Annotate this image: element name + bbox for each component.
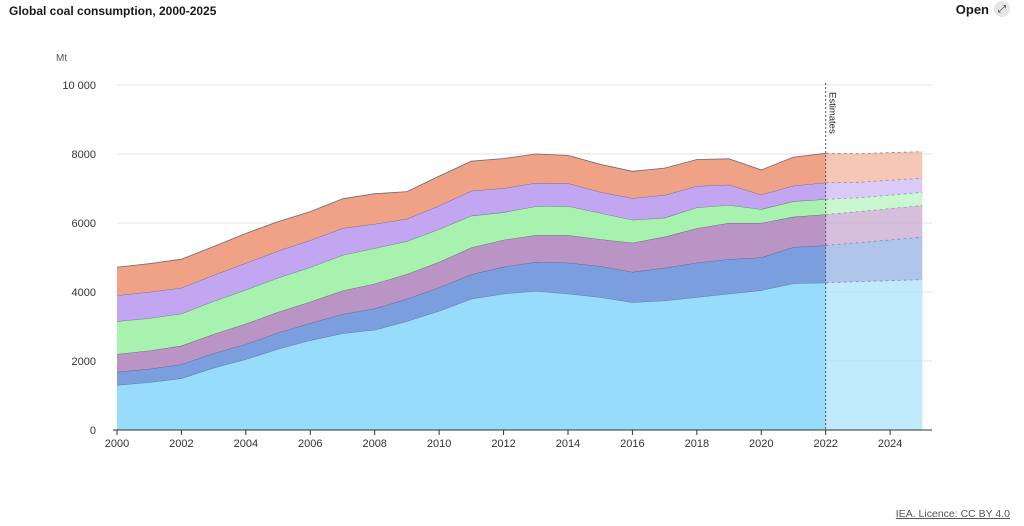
area-series-3 [117, 214, 826, 372]
x-tick-label: 2018 [685, 438, 709, 450]
area-series-1-estimate [825, 279, 923, 430]
x-tick-label: 2002 [169, 438, 193, 450]
y-tick-label: 8000 [72, 149, 96, 161]
x-tick-label: 2006 [298, 438, 322, 450]
area-series-2 [117, 245, 826, 386]
y-tick-label: 2000 [72, 356, 96, 368]
y-tick-label: 10 000 [62, 80, 96, 92]
y-axis-unit: Mt [56, 53, 67, 64]
area-series-4 [117, 199, 826, 355]
open-label: Open [955, 1, 989, 17]
x-tick-label: 2008 [362, 438, 386, 450]
area-series-5-estimate [825, 178, 923, 200]
open-button[interactable]: Open ⤢ [956, 1, 1010, 17]
y-tick-label: 6000 [72, 218, 96, 230]
area-boundary-line [116, 152, 826, 268]
x-tick-label: 2014 [556, 438, 580, 450]
licence-link[interactable]: IEA. Licence: CC BY 4.0 [895, 508, 1010, 520]
x-tick-label: 2004 [234, 438, 258, 450]
x-tick-label: 2016 [620, 438, 644, 450]
area-series-4-estimate [825, 192, 923, 215]
x-tick-label: 2000 [105, 438, 129, 450]
area-series-1 [117, 282, 826, 430]
expand-arrow-icon: ⤢ [994, 1, 1010, 17]
area-series-5 [117, 182, 826, 322]
x-tick-label: 2022 [813, 438, 837, 450]
area-series-3-estimate [825, 205, 923, 246]
estimate-boundary-line [825, 236, 923, 246]
area-series-6 [117, 153, 826, 296]
area-series-6-estimate [825, 151, 923, 183]
estimate-boundary-line [825, 151, 923, 155]
chart-title: Global coal consumption, 2000-2025 [9, 4, 217, 18]
y-tick-label: 4000 [72, 287, 96, 299]
estimates-label: Estimates [827, 92, 838, 134]
x-tick-label: 2024 [878, 438, 902, 450]
x-tick-label: 2020 [749, 438, 773, 450]
area-series-2-estimate [825, 237, 923, 283]
x-tick-label: 2012 [491, 438, 515, 450]
x-tick-label: 2010 [427, 438, 451, 450]
y-tick-label: 0 [90, 425, 96, 437]
